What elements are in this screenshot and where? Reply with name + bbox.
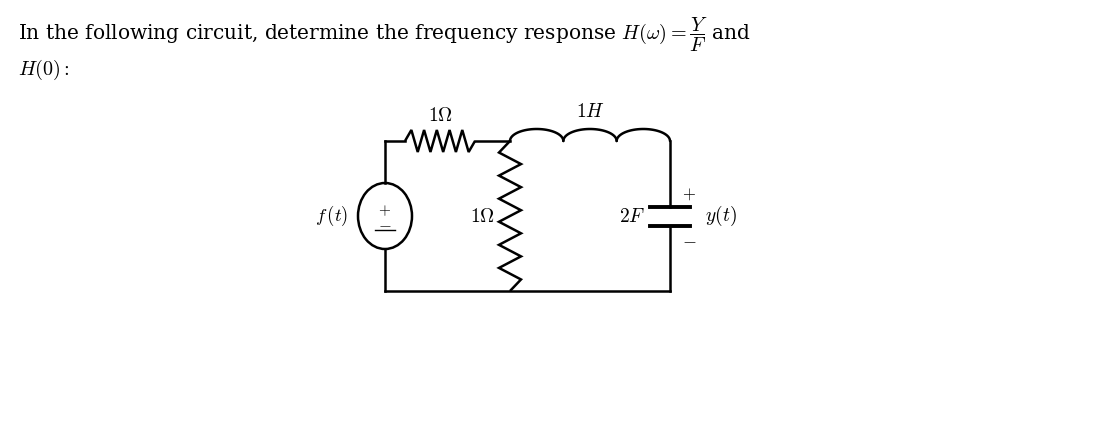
Text: $1H$: $1H$ [575, 102, 605, 121]
Text: $f\,(t)$: $f\,(t)$ [315, 204, 349, 228]
Text: $+$: $+$ [682, 185, 696, 203]
Text: $+$: $+$ [378, 203, 391, 218]
Text: $H(0):$: $H(0):$ [18, 58, 70, 82]
Text: $y(t)$: $y(t)$ [705, 204, 737, 228]
Text: $\mathbf{-}$: $\mathbf{-}$ [378, 215, 391, 234]
Text: In the following circuit, determine the frequency response $H(\omega) = \dfrac{Y: In the following circuit, determine the … [18, 16, 751, 54]
Text: $2F$: $2F$ [618, 206, 646, 226]
Text: $1\Omega$: $1\Omega$ [427, 106, 453, 125]
Text: $-$: $-$ [682, 231, 697, 249]
Text: $1\Omega$: $1\Omega$ [470, 206, 495, 226]
